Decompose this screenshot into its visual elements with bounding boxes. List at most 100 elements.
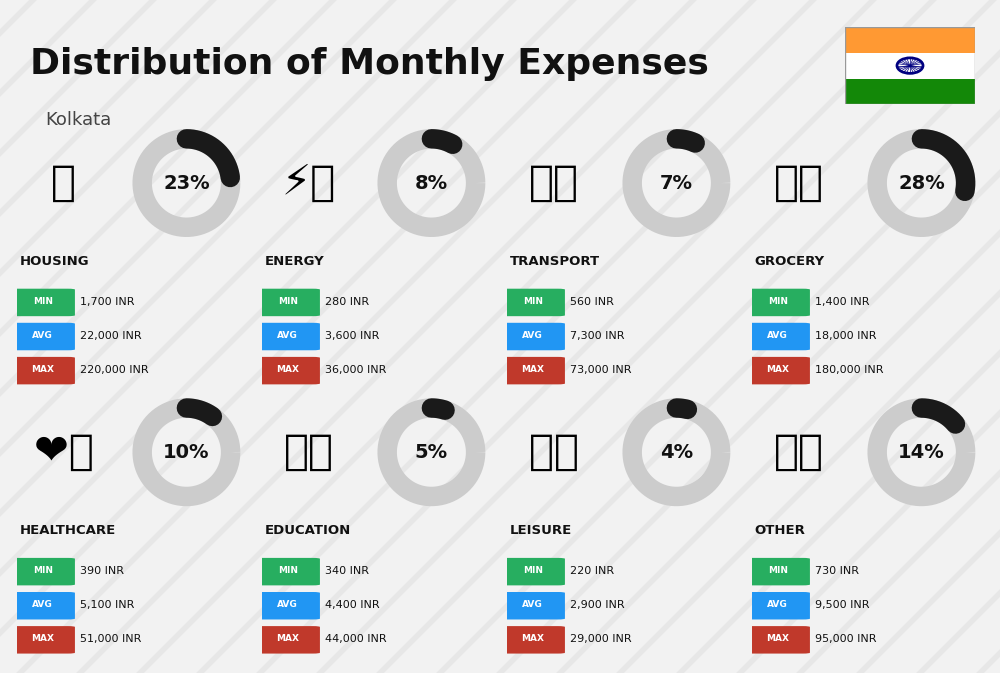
FancyBboxPatch shape — [255, 357, 320, 384]
Text: 5%: 5% — [415, 443, 448, 462]
FancyBboxPatch shape — [500, 626, 565, 653]
Text: Distribution of Monthly Expenses: Distribution of Monthly Expenses — [30, 47, 709, 81]
FancyBboxPatch shape — [10, 592, 75, 619]
FancyBboxPatch shape — [500, 289, 565, 316]
Text: ❤️💉: ❤️💉 — [34, 431, 94, 473]
FancyBboxPatch shape — [10, 626, 75, 653]
Text: 9,500 INR: 9,500 INR — [815, 600, 869, 610]
Text: TRANSPORT: TRANSPORT — [510, 254, 600, 268]
FancyBboxPatch shape — [10, 558, 75, 586]
Text: EDUCATION: EDUCATION — [265, 524, 351, 537]
Text: 2,900 INR: 2,900 INR — [570, 600, 624, 610]
Text: 8%: 8% — [415, 174, 448, 192]
Text: MIN: MIN — [33, 297, 53, 306]
Text: AVG: AVG — [32, 600, 53, 609]
Text: 🛍️👜: 🛍️👜 — [529, 431, 579, 473]
Text: 1,700 INR: 1,700 INR — [80, 297, 134, 307]
FancyBboxPatch shape — [745, 357, 810, 384]
Text: 4,400 INR: 4,400 INR — [325, 600, 379, 610]
Text: MIN: MIN — [278, 297, 298, 306]
FancyBboxPatch shape — [10, 289, 75, 316]
Text: 7%: 7% — [660, 174, 693, 192]
Text: 🛒🥬: 🛒🥬 — [774, 162, 824, 204]
Text: 10%: 10% — [163, 443, 210, 462]
Text: 730 INR: 730 INR — [815, 566, 859, 576]
Text: AVG: AVG — [767, 331, 788, 340]
Text: 29,000 INR: 29,000 INR — [570, 634, 631, 644]
Text: 👜💰: 👜💰 — [774, 431, 824, 473]
Text: AVG: AVG — [277, 331, 298, 340]
Text: 280 INR: 280 INR — [325, 297, 369, 307]
Text: MAX: MAX — [766, 365, 789, 374]
Text: 220 INR: 220 INR — [570, 566, 614, 576]
Text: 73,000 INR: 73,000 INR — [570, 365, 631, 375]
Text: 560 INR: 560 INR — [570, 297, 613, 307]
Text: 51,000 INR: 51,000 INR — [80, 634, 141, 644]
Text: Kolkata: Kolkata — [45, 111, 111, 129]
Text: MAX: MAX — [766, 635, 789, 643]
Text: 220,000 INR: 220,000 INR — [80, 365, 148, 375]
FancyBboxPatch shape — [745, 626, 810, 653]
FancyBboxPatch shape — [255, 592, 320, 619]
Text: LEISURE: LEISURE — [510, 524, 572, 537]
Text: MIN: MIN — [768, 297, 788, 306]
FancyBboxPatch shape — [500, 558, 565, 586]
Text: MAX: MAX — [521, 635, 544, 643]
Text: MIN: MIN — [523, 566, 543, 575]
FancyBboxPatch shape — [745, 592, 810, 619]
FancyBboxPatch shape — [500, 357, 565, 384]
FancyBboxPatch shape — [500, 323, 565, 350]
Text: 5,100 INR: 5,100 INR — [80, 600, 134, 610]
Text: 36,000 INR: 36,000 INR — [325, 365, 386, 375]
Text: HEALTHCARE: HEALTHCARE — [20, 524, 116, 537]
FancyBboxPatch shape — [255, 289, 320, 316]
Text: OTHER: OTHER — [755, 524, 806, 537]
Text: MAX: MAX — [276, 635, 299, 643]
Text: 🏢: 🏢 — [51, 162, 76, 204]
Text: MAX: MAX — [31, 365, 54, 374]
FancyBboxPatch shape — [845, 27, 975, 52]
Text: 18,000 INR: 18,000 INR — [815, 330, 876, 341]
Text: MIN: MIN — [33, 566, 53, 575]
FancyBboxPatch shape — [845, 79, 975, 104]
Text: 7,300 INR: 7,300 INR — [570, 330, 624, 341]
Text: 23%: 23% — [163, 174, 210, 192]
FancyBboxPatch shape — [10, 357, 75, 384]
Text: 14%: 14% — [898, 443, 945, 462]
Text: MIN: MIN — [768, 566, 788, 575]
Text: AVG: AVG — [522, 600, 543, 609]
Text: 95,000 INR: 95,000 INR — [815, 634, 876, 644]
Text: AVG: AVG — [522, 331, 543, 340]
Text: 🎓📚: 🎓📚 — [284, 431, 334, 473]
FancyBboxPatch shape — [745, 323, 810, 350]
FancyBboxPatch shape — [255, 558, 320, 586]
Text: ENERGY: ENERGY — [265, 254, 324, 268]
Text: 180,000 INR: 180,000 INR — [815, 365, 883, 375]
Text: MAX: MAX — [31, 635, 54, 643]
Text: 3,600 INR: 3,600 INR — [325, 330, 379, 341]
Text: MAX: MAX — [276, 365, 299, 374]
Text: 🚌🚗: 🚌🚗 — [529, 162, 579, 204]
Text: 340 INR: 340 INR — [325, 566, 369, 576]
FancyBboxPatch shape — [845, 52, 975, 79]
Text: 1,400 INR: 1,400 INR — [815, 297, 869, 307]
Text: 44,000 INR: 44,000 INR — [325, 634, 386, 644]
FancyBboxPatch shape — [255, 626, 320, 653]
Text: AVG: AVG — [32, 331, 53, 340]
FancyBboxPatch shape — [255, 323, 320, 350]
Text: 28%: 28% — [898, 174, 945, 192]
Text: MIN: MIN — [278, 566, 298, 575]
Text: ⚡🏠: ⚡🏠 — [282, 162, 336, 204]
FancyBboxPatch shape — [500, 592, 565, 619]
Text: MIN: MIN — [523, 297, 543, 306]
Text: HOUSING: HOUSING — [20, 254, 89, 268]
Text: AVG: AVG — [277, 600, 298, 609]
FancyBboxPatch shape — [745, 558, 810, 586]
Text: 390 INR: 390 INR — [80, 566, 124, 576]
Text: AVG: AVG — [767, 600, 788, 609]
FancyBboxPatch shape — [10, 323, 75, 350]
Text: MAX: MAX — [521, 365, 544, 374]
FancyBboxPatch shape — [745, 289, 810, 316]
Text: 22,000 INR: 22,000 INR — [80, 330, 141, 341]
Text: 4%: 4% — [660, 443, 693, 462]
